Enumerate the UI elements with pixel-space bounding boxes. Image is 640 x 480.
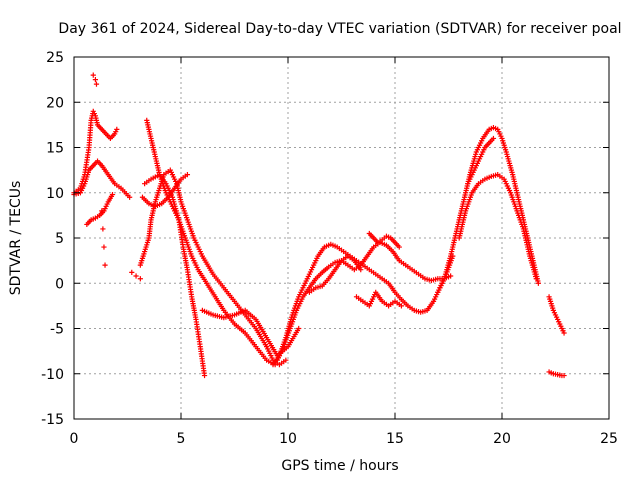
data-point [535,280,541,286]
x-tick-labels: 0 5 10 15 20 25 [70,431,618,447]
data-point [137,276,143,282]
data-point [93,81,100,87]
data-point [201,372,208,379]
data-point [283,357,289,363]
x-tick-label: 15 [386,431,404,447]
x-tick-label: 20 [493,431,511,447]
grid-lines [74,57,609,419]
data-point [114,126,120,132]
y-tick-label: 25 [46,50,64,66]
data-point [129,269,135,275]
data-point [90,72,96,78]
chart-title: Day 361 of 2024, Sidereal Day-to-day VTE… [58,21,621,37]
data-point [533,276,539,282]
y-tick-label: -15 [41,412,64,428]
y-tick-label: -10 [41,367,64,383]
x-tick-label: 10 [279,431,297,447]
axis-ticks [73,56,610,420]
data-point [101,244,107,250]
y-tick-label: 5 [55,231,64,247]
data-point [398,303,405,309]
data-point [396,244,402,250]
x-tick-label: 25 [600,431,618,447]
data-point [109,191,116,198]
data-point [100,226,106,232]
x-axis-label: GPS time / hours [281,458,398,474]
data-point [561,372,567,379]
y-tick-labels: -15 -10 -5 0 5 10 15 20 25 [41,50,64,428]
y-axis-label: SDTVAR / TECUs [8,181,24,296]
y-tick-label: 20 [46,95,64,111]
x-tick-label: 0 [70,431,79,447]
data-point [99,208,105,214]
data-point [448,273,454,279]
data-point [358,267,364,273]
data-point [561,330,567,336]
data-point [92,77,98,83]
data-point [133,273,139,279]
y-tick-label: 10 [46,186,64,202]
data-point [184,172,191,178]
data-point [490,135,497,142]
data-points [71,72,567,379]
data-point [127,194,133,200]
y-tick-label: 0 [55,276,64,292]
y-tick-label: 15 [46,141,64,157]
y-tick-label: -5 [50,322,64,338]
data-point [102,262,108,268]
data-point [296,325,302,332]
x-tick-label: 5 [177,431,186,447]
